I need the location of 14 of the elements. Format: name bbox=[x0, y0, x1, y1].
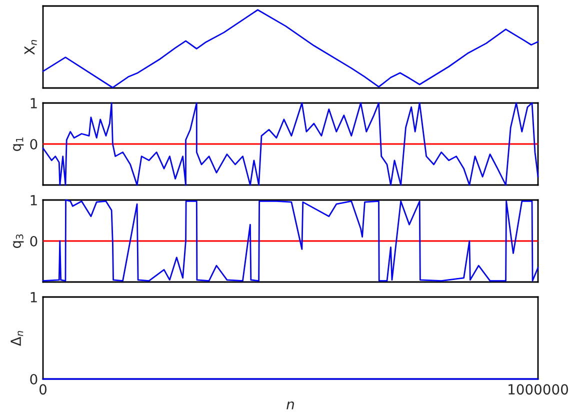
y-axis-title: q$_{3}$ bbox=[13, 234, 24, 248]
y-axis-title: Δ$_{n}$ bbox=[10, 330, 24, 346]
x-tick-label: 1000000 bbox=[508, 384, 568, 395]
y-tick-label: 1 bbox=[30, 292, 37, 302]
x-axis-title: n bbox=[286, 401, 294, 410]
y-tick-label: 1 bbox=[30, 98, 37, 108]
line-series bbox=[42, 102, 539, 186]
y-tick-label: 0 bbox=[30, 374, 38, 384]
y-tick-label: 0 bbox=[30, 236, 38, 246]
line-series bbox=[42, 199, 539, 282]
y-tick-label: 0 bbox=[30, 138, 38, 150]
y-axis-title: X$_{n}$ bbox=[24, 40, 37, 55]
y-axis-title: q$_{1}$ bbox=[13, 138, 24, 152]
y-tick-label: 1 bbox=[30, 195, 37, 206]
